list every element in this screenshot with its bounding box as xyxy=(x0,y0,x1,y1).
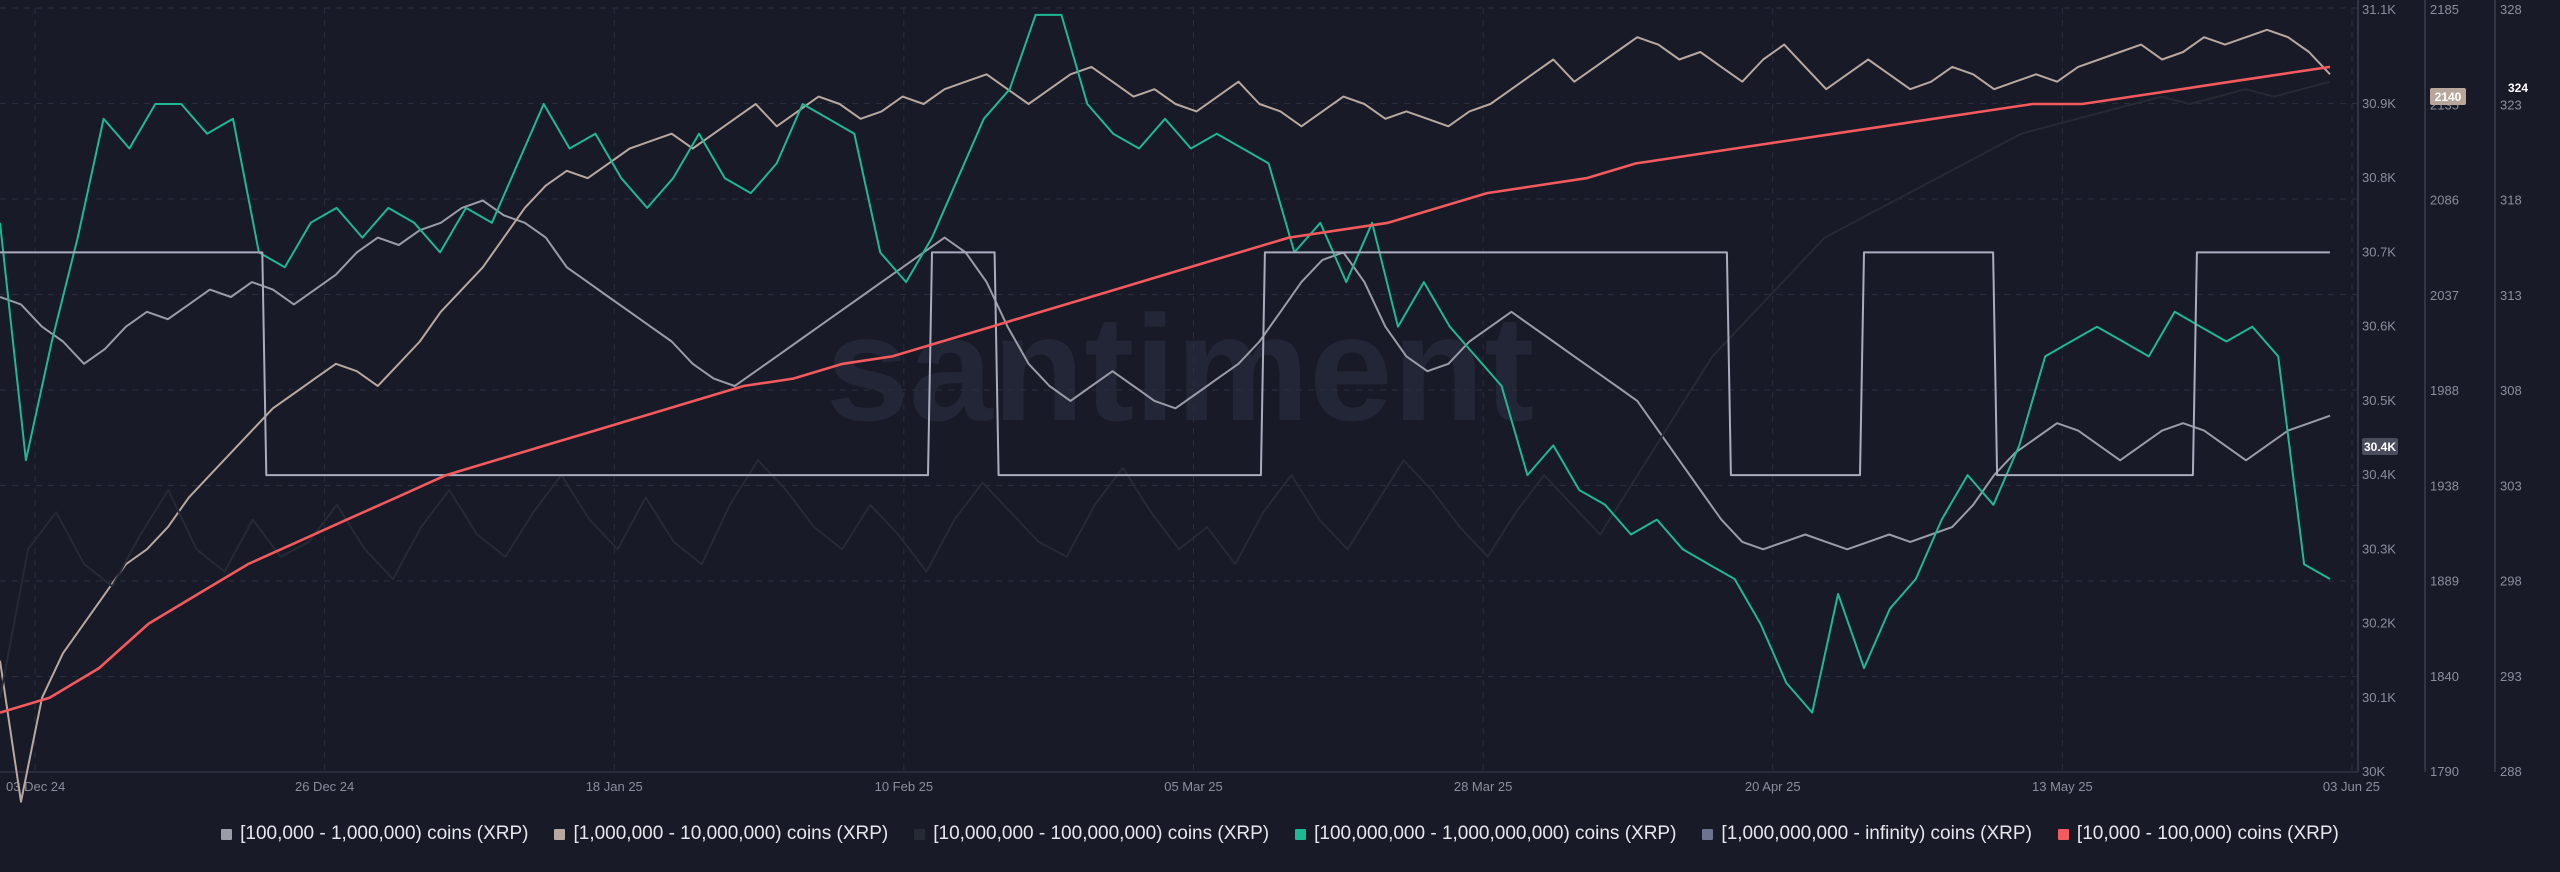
axis-badge-a1-bg xyxy=(2362,438,2398,455)
x-tick-label: 13 May 25 xyxy=(2032,779,2093,794)
x-tick-label: 10 Feb 25 xyxy=(875,779,934,794)
axis-badge-a3-bg xyxy=(2500,79,2536,96)
y-tick-label: 1938 xyxy=(2430,478,2459,493)
axis-badge-a3: 324 xyxy=(2500,79,2536,96)
legend-item-100m-1b[interactable]: [100,000,000 - 1,000,000,000) coins (XRP… xyxy=(1295,823,1676,845)
legend-item-1m-10m[interactable]: [1,000,000 - 10,000,000) coins (XRP) xyxy=(554,823,888,845)
x-tick-label: 28 Mar 25 xyxy=(1454,779,1513,794)
axis-badge-a1: 30.4K xyxy=(2362,438,2398,455)
x-tick-label: 18 Jan 25 xyxy=(586,779,643,794)
series-line-4 xyxy=(0,251,2330,477)
axis-badge-a2-bg xyxy=(2430,88,2466,105)
y-tick-label: 2185 xyxy=(2430,2,2459,17)
legend-label: [1,000,000,000 - infinity) coins (XRP) xyxy=(1721,823,2032,844)
y-tick-label: 30.6K xyxy=(2362,319,2396,334)
legend-item-1b-infinity[interactable]: [1,000,000,000 - infinity) coins (XRP) xyxy=(1702,823,2032,845)
y-tick-label: 328 xyxy=(2500,2,2522,17)
series-line-3 xyxy=(0,13,2331,714)
y-tick-label: 318 xyxy=(2500,193,2522,208)
axis-badge-a3-text: 324 xyxy=(2508,81,2528,95)
y-tick-label: 30.3K xyxy=(2362,541,2396,556)
legend-item-100k-1m[interactable]: [100,000 - 1,000,000) coins (XRP) xyxy=(221,823,528,845)
legend-label: [100,000 - 1,000,000) coins (XRP) xyxy=(240,823,529,844)
axis-badge-a2-text: 2140 xyxy=(2435,90,2462,104)
y-tick-label: 31.1K xyxy=(2362,2,2396,17)
x-tick-label: 05 Mar 25 xyxy=(1164,779,1223,794)
y-tick-label: 323 xyxy=(2500,97,2522,112)
y-tick-label: 30.4K xyxy=(2362,467,2396,482)
chart-legend: [100,000 - 1,000,000) coins (XRP) [1,000… xyxy=(0,818,2560,850)
legend-swatch xyxy=(914,828,926,840)
y-tick-label: 1840 xyxy=(2430,669,2459,684)
y-tick-label: 2086 xyxy=(2430,193,2459,208)
y-tick-label: 313 xyxy=(2500,288,2522,303)
y-tick-label: 303 xyxy=(2500,478,2522,493)
y-tick-label: 293 xyxy=(2500,669,2522,684)
watermark-text: santiment xyxy=(826,284,1534,452)
legend-label: [100,000,000 - 1,000,000,000) coins (XRP… xyxy=(1314,823,1677,844)
legend-swatch xyxy=(221,828,233,840)
legend-label: [10,000 - 100,000) coins (XRP) xyxy=(2076,823,2339,844)
x-tick-label: 20 Apr 25 xyxy=(1745,779,1801,794)
legend-item-10m-100m[interactable]: [10,000,000 - 100,000,000) coins (XRP) xyxy=(914,823,1269,845)
series-line-0 xyxy=(0,199,2331,551)
legend-swatch xyxy=(1295,828,1307,840)
y-tick-label: 30.7K xyxy=(2362,244,2396,259)
legend-label: [1,000,000 - 10,000,000) coins (XRP) xyxy=(573,823,889,844)
y-tick-label: 1790 xyxy=(2430,764,2459,779)
x-tick-label: 03 Jun 25 xyxy=(2323,779,2380,794)
legend-swatch xyxy=(554,828,566,840)
legend-label: [10,000,000 - 100,000,000) coins (XRP) xyxy=(933,823,1270,844)
legend-swatch xyxy=(1702,828,1714,840)
legend-swatch xyxy=(2057,828,2069,840)
x-tick-label: 26 Dec 24 xyxy=(295,779,354,794)
y-tick-label: 30.9K xyxy=(2362,96,2396,111)
y-tick-label: 30.2K xyxy=(2362,616,2396,631)
y-tick-label: 30.1K xyxy=(2362,690,2396,705)
axis-badge-a1-text: 30.4K xyxy=(2364,440,2396,454)
y-tick-label: 298 xyxy=(2500,574,2522,589)
y-tick-label: 288 xyxy=(2500,764,2522,779)
series-line-2 xyxy=(0,80,2331,698)
legend-item-10k-100k[interactable]: [10,000 - 100,000) coins (XRP) xyxy=(2057,823,2339,845)
series-line-5 xyxy=(0,65,2331,714)
y-tick-label: 308 xyxy=(2500,383,2522,398)
y-tick-label: 30K xyxy=(2362,764,2385,779)
y-tick-label: 1889 xyxy=(2430,574,2459,589)
y-tick-label: 30.8K xyxy=(2362,170,2396,185)
y-tick-label: 30.5K xyxy=(2362,393,2396,408)
y-tick-label: 2037 xyxy=(2430,288,2459,303)
axis-badge-a2: 2140 xyxy=(2430,88,2466,105)
x-tick-label: 03 Dec 24 xyxy=(6,779,65,794)
series-line-1 xyxy=(0,28,2331,803)
y-tick-label: 1988 xyxy=(2430,383,2459,398)
